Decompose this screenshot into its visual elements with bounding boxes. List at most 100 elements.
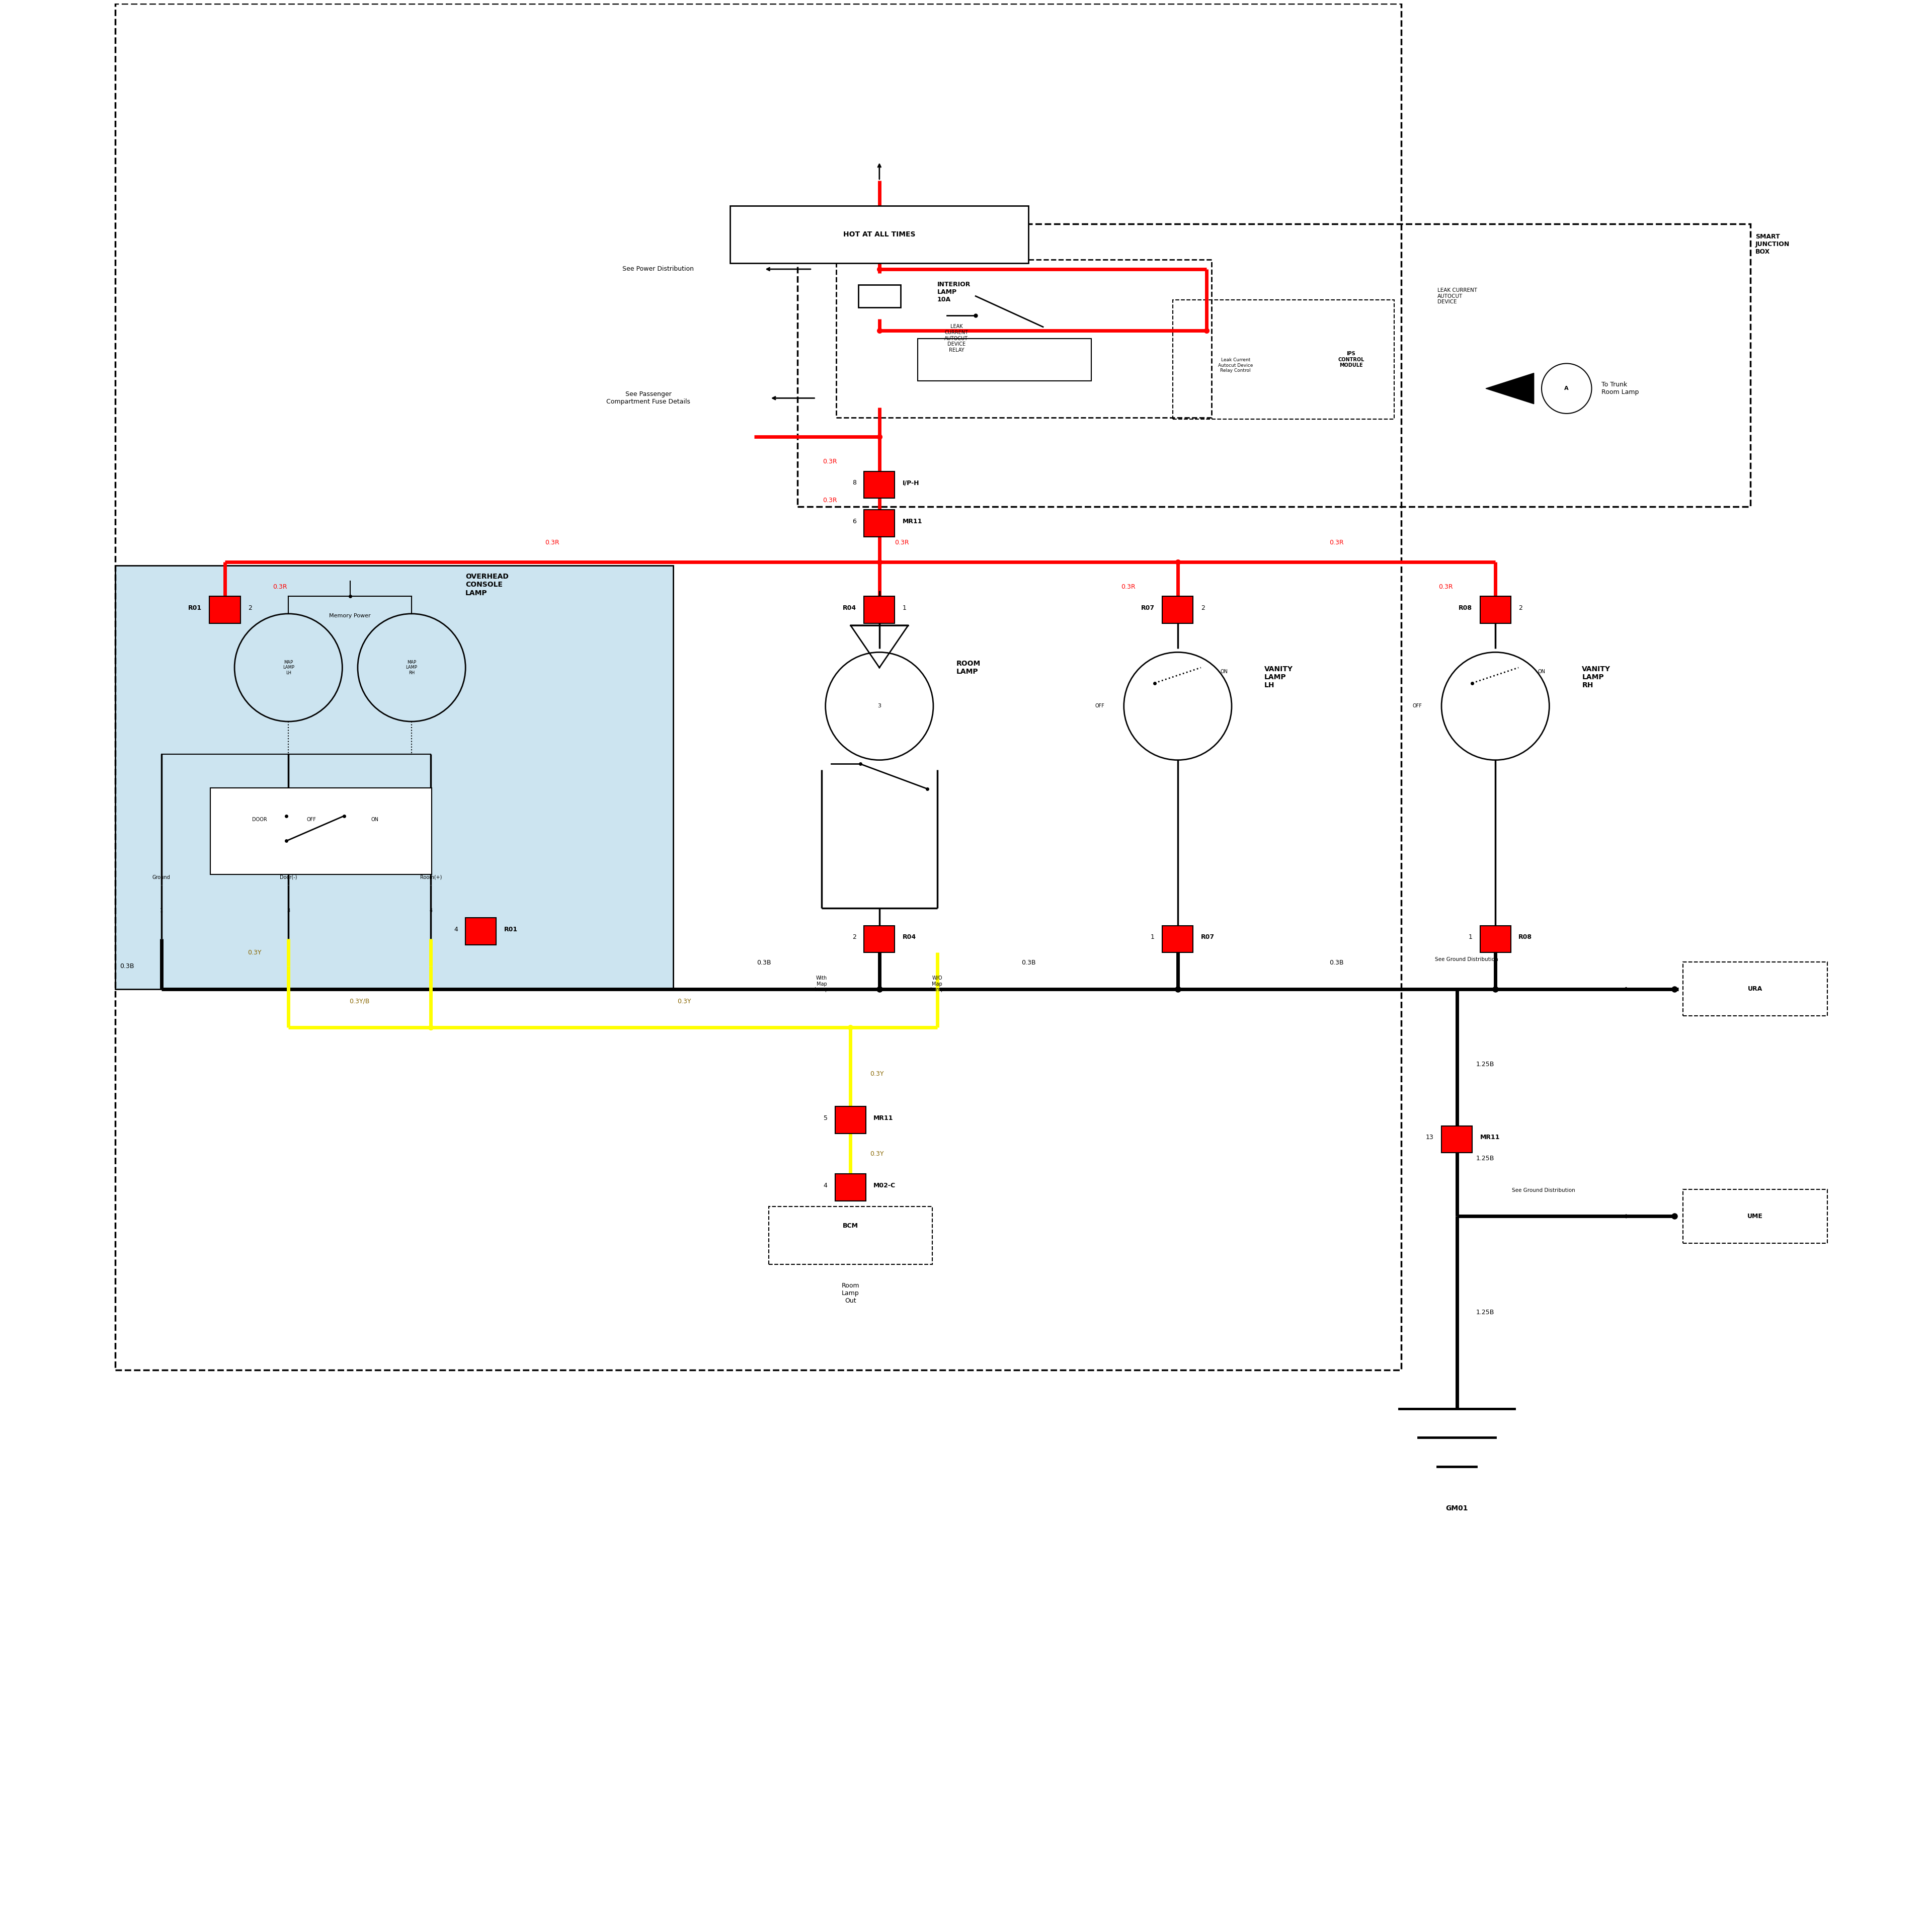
Text: 0.3R: 0.3R bbox=[272, 583, 288, 589]
Text: 0.3R: 0.3R bbox=[545, 539, 560, 545]
Bar bbox=[769, 1208, 933, 1264]
Text: ON: ON bbox=[1221, 668, 1227, 674]
Text: 8: 8 bbox=[852, 479, 856, 487]
Bar bbox=[918, 338, 1092, 381]
Text: R07: R07 bbox=[1202, 933, 1215, 941]
Text: ROOM
LAMP: ROOM LAMP bbox=[956, 661, 981, 674]
Text: IPS
CONTROL
MODULE: IPS CONTROL MODULE bbox=[1337, 352, 1364, 367]
Text: W/O
Map
Lamp: W/O Map Lamp bbox=[931, 976, 945, 993]
Text: 4: 4 bbox=[823, 1182, 827, 1188]
Text: 6: 6 bbox=[852, 518, 856, 526]
Text: 2: 2 bbox=[852, 933, 856, 941]
Text: 5: 5 bbox=[823, 1115, 827, 1121]
Bar bbox=[864, 925, 895, 952]
Text: BCM: BCM bbox=[842, 1223, 858, 1229]
Text: R04: R04 bbox=[902, 933, 916, 941]
Text: See Passenger
Compartment Fuse Details: See Passenger Compartment Fuse Details bbox=[607, 390, 690, 406]
Bar bbox=[1480, 597, 1511, 624]
Text: VANITY
LAMP
LH: VANITY LAMP LH bbox=[1264, 667, 1293, 690]
Bar bbox=[209, 597, 240, 624]
Text: 2: 2 bbox=[1202, 605, 1206, 611]
Text: Ground: Ground bbox=[153, 875, 170, 879]
Bar bbox=[864, 597, 895, 624]
Text: MAP
LAMP
LH: MAP LAMP LH bbox=[282, 661, 294, 674]
Text: 1: 1 bbox=[902, 605, 906, 611]
Text: 0.3Y/B: 0.3Y/B bbox=[350, 999, 369, 1005]
Text: 0.3B: 0.3B bbox=[120, 962, 135, 970]
Bar bbox=[835, 1107, 866, 1134]
Bar bbox=[835, 1175, 866, 1202]
Text: 0.3Y: 0.3Y bbox=[247, 949, 261, 956]
Bar bbox=[116, 4, 1401, 1370]
Bar bbox=[1163, 925, 1194, 952]
Text: R01: R01 bbox=[187, 605, 201, 611]
Text: M02-C: M02-C bbox=[873, 1182, 896, 1188]
Bar bbox=[211, 788, 433, 875]
Bar bbox=[1683, 962, 1828, 1016]
Text: A: A bbox=[1565, 386, 1569, 390]
Text: HOT AT ALL TIMES: HOT AT ALL TIMES bbox=[842, 232, 916, 238]
Text: With
Map
Lamp: With Map Lamp bbox=[815, 976, 829, 993]
Text: OFF: OFF bbox=[1095, 703, 1105, 709]
Text: OVERHEAD
CONSOLE
LAMP: OVERHEAD CONSOLE LAMP bbox=[466, 574, 508, 597]
Text: 1.25B: 1.25B bbox=[1476, 1310, 1495, 1316]
Bar bbox=[798, 224, 1750, 506]
Text: Room(+): Room(+) bbox=[419, 875, 442, 879]
Text: Leak Current
Autocut Device
Relay Control: Leak Current Autocut Device Relay Contro… bbox=[1217, 357, 1254, 373]
Text: 3: 3 bbox=[286, 908, 290, 914]
Text: 2: 2 bbox=[247, 605, 251, 611]
Text: INTERIOR
LAMP
10A: INTERIOR LAMP 10A bbox=[937, 282, 970, 303]
Text: Door(-): Door(-) bbox=[280, 875, 298, 879]
Text: R01: R01 bbox=[504, 925, 518, 933]
Text: R04: R04 bbox=[842, 605, 856, 611]
Text: 0.3Y: 0.3Y bbox=[869, 1070, 883, 1076]
Text: To Trunk
Room Lamp: To Trunk Room Lamp bbox=[1602, 381, 1638, 396]
Text: MR11: MR11 bbox=[1480, 1134, 1499, 1140]
Bar bbox=[1683, 1190, 1828, 1242]
Text: 4: 4 bbox=[429, 908, 433, 914]
Text: DOOR: DOOR bbox=[253, 817, 267, 823]
Text: ON: ON bbox=[371, 817, 379, 823]
Text: 0.3Y: 0.3Y bbox=[676, 999, 692, 1005]
Text: 1: 1 bbox=[1468, 933, 1472, 941]
Text: MR11: MR11 bbox=[902, 518, 922, 526]
Text: OFF: OFF bbox=[1412, 703, 1422, 709]
Text: 3: 3 bbox=[877, 703, 881, 709]
Text: 0.3R: 0.3R bbox=[1439, 583, 1453, 589]
Text: LEAK
CURRENT
AUTOCUT
DEVICE
RELAY: LEAK CURRENT AUTOCUT DEVICE RELAY bbox=[945, 325, 968, 354]
Text: GM01: GM01 bbox=[1445, 1505, 1468, 1513]
Text: 4: 4 bbox=[454, 925, 458, 933]
Bar bbox=[864, 510, 895, 537]
Text: R08: R08 bbox=[1459, 605, 1472, 611]
Text: 13: 13 bbox=[1426, 1134, 1434, 1140]
Text: See Power Distribution: See Power Distribution bbox=[622, 267, 694, 272]
Text: 0.3B: 0.3B bbox=[1022, 960, 1036, 966]
Bar bbox=[1163, 597, 1194, 624]
Text: See Ground Distribution: See Ground Distribution bbox=[1435, 956, 1497, 962]
Text: OFF: OFF bbox=[307, 817, 317, 823]
Text: 0.3R: 0.3R bbox=[1121, 583, 1136, 589]
Text: 0.3B: 0.3B bbox=[757, 960, 771, 966]
Text: LEAK CURRENT
AUTOCUT
DEVICE: LEAK CURRENT AUTOCUT DEVICE bbox=[1437, 288, 1478, 305]
Text: 1: 1 bbox=[160, 908, 162, 914]
Bar bbox=[1441, 1126, 1472, 1153]
Text: 1.25B: 1.25B bbox=[1476, 1061, 1495, 1068]
Text: VANITY
LAMP
RH: VANITY LAMP RH bbox=[1582, 667, 1611, 690]
Bar bbox=[1173, 299, 1395, 419]
Text: ON: ON bbox=[1538, 668, 1546, 674]
Text: 0.3R: 0.3R bbox=[895, 539, 910, 545]
Text: 2: 2 bbox=[1519, 605, 1522, 611]
Bar bbox=[730, 205, 1028, 263]
Bar bbox=[466, 918, 497, 945]
Text: 0.3Y: 0.3Y bbox=[869, 1150, 883, 1157]
Text: 1.25B: 1.25B bbox=[1476, 1155, 1495, 1161]
Text: I/P-H: I/P-H bbox=[902, 479, 920, 487]
Text: 0.3B: 0.3B bbox=[1329, 960, 1345, 966]
Text: Memory Power: Memory Power bbox=[328, 612, 371, 618]
Text: MAP
LAMP
RH: MAP LAMP RH bbox=[406, 661, 417, 674]
Bar bbox=[864, 471, 895, 498]
Text: 0.3R: 0.3R bbox=[823, 497, 837, 504]
Text: Room
Lamp
Out: Room Lamp Out bbox=[842, 1283, 860, 1304]
Text: UME: UME bbox=[1747, 1213, 1764, 1219]
Text: SMART
JUNCTION
BOX: SMART JUNCTION BOX bbox=[1756, 234, 1789, 255]
